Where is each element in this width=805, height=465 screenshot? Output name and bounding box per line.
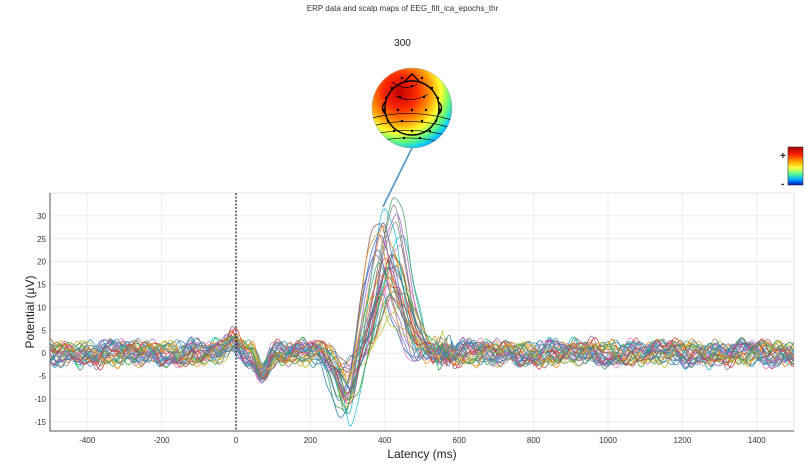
electrode-dot xyxy=(384,96,388,100)
electrode-dot xyxy=(400,76,404,80)
y-tick-label: -5 xyxy=(39,372,47,381)
electrode-dot xyxy=(396,108,400,112)
y-tick-label: -10 xyxy=(34,395,46,404)
channel-trace xyxy=(50,265,794,391)
scalp-topography-map xyxy=(371,67,453,149)
x-tick-label: 600 xyxy=(453,436,467,445)
channel-traces xyxy=(50,197,794,427)
electrode-dot xyxy=(436,96,440,100)
y-tick-labels: -15 -10 -5 0 5 10 15 20 25 30 xyxy=(34,212,46,427)
electrode-dot xyxy=(392,129,396,133)
x-axis-label: Latency (ms) xyxy=(387,447,456,461)
x-tick-label: 1200 xyxy=(674,436,692,445)
electrode-dot xyxy=(422,95,426,99)
electrode-dot xyxy=(430,86,434,90)
y-tick-label: 5 xyxy=(42,326,47,335)
figure-title: ERP data and scalp maps of EEG_filt_ica_… xyxy=(306,4,499,13)
electrode-dot xyxy=(420,76,424,80)
electrode-dot xyxy=(410,84,414,88)
y-tick-label: 0 xyxy=(42,349,47,358)
x-tick-label: 800 xyxy=(527,436,541,445)
plot-area xyxy=(49,192,795,432)
electrode-dot xyxy=(410,129,414,133)
y-tick-label: 20 xyxy=(37,258,46,267)
y-tick-label: 30 xyxy=(37,212,46,221)
electrode-dot xyxy=(418,136,422,140)
y-tick-label: 15 xyxy=(37,281,46,290)
x-tick-label: 0 xyxy=(234,436,239,445)
electrode-dot xyxy=(428,129,432,133)
electrode-dot xyxy=(420,119,424,123)
x-tick-label: 1400 xyxy=(748,436,766,445)
channel-trace xyxy=(50,262,794,414)
y-axis-label: Potential (µV) xyxy=(23,276,37,349)
electrode-dot xyxy=(390,86,394,90)
electrode-dot xyxy=(438,108,442,112)
y-tick-label: 10 xyxy=(37,303,46,312)
electrode-dot xyxy=(382,108,386,112)
channel-trace xyxy=(50,293,794,373)
electrode-dot xyxy=(424,108,428,112)
electrode-dot xyxy=(386,119,390,123)
colorbar-plus-label: + xyxy=(780,151,786,162)
channel-trace xyxy=(50,257,794,405)
electrode-dot xyxy=(402,136,406,140)
channel-trace xyxy=(50,232,794,382)
electrode-dot xyxy=(434,119,438,123)
x-tick-label: -200 xyxy=(154,436,171,445)
colorbar-minus-label: - xyxy=(781,179,784,190)
electrode-dot xyxy=(400,119,404,123)
x-tick-label: -400 xyxy=(79,436,96,445)
x-tick-label: 1000 xyxy=(599,436,617,445)
y-tick-label: -15 xyxy=(34,418,46,427)
scalp-map-latency-label: 300 xyxy=(394,38,411,49)
channel-trace xyxy=(50,222,794,401)
grid xyxy=(50,193,794,431)
colorbar: + - xyxy=(780,146,804,190)
scalp-map-connector-line xyxy=(382,147,413,208)
x-tick-label: 200 xyxy=(304,436,318,445)
x-tick-labels: -400 -200 0 200 400 600 800 1000 1200 1400 xyxy=(79,436,766,445)
electrode-dot xyxy=(410,108,414,112)
y-tick-label: 25 xyxy=(37,235,46,244)
x-tick-label: 400 xyxy=(378,436,392,445)
electrode-dot xyxy=(398,95,402,99)
